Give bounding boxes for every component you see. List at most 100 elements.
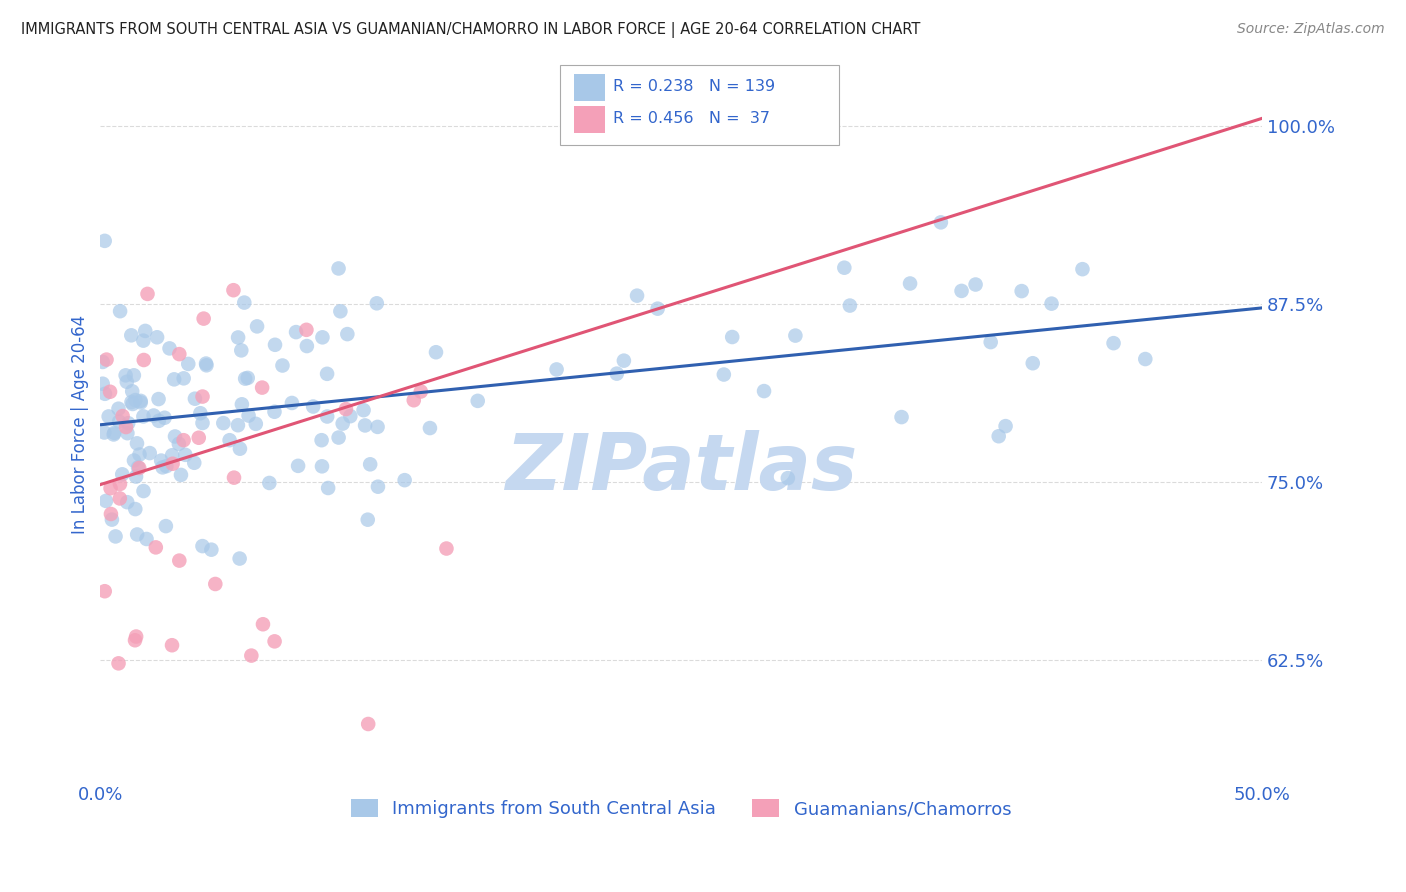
Point [155, 519, 177, 533]
Point [96, 352, 118, 367]
Point [721, 330, 744, 344]
Point [121, 397, 143, 411]
Point [148, 392, 170, 406]
Point [120, 328, 142, 343]
Point [111, 467, 134, 482]
Point [111, 409, 134, 423]
Point [263, 634, 285, 648]
Point [122, 453, 145, 467]
Point [212, 416, 235, 430]
Point [1022, 356, 1045, 370]
Point [136, 286, 159, 301]
Point [195, 357, 218, 371]
Point [146, 330, 169, 344]
Point [436, 541, 458, 556]
Point [332, 417, 354, 431]
Point [353, 403, 375, 417]
Point [713, 368, 735, 382]
Point [271, 359, 294, 373]
Point [132, 484, 155, 499]
Point [367, 420, 389, 434]
Point [100, 481, 122, 495]
Point [195, 359, 218, 373]
Point [252, 617, 274, 632]
Point [231, 397, 253, 411]
Point [240, 648, 263, 663]
Point [127, 460, 149, 475]
Point [357, 513, 380, 527]
Point [263, 405, 285, 419]
Point [546, 362, 568, 376]
Point [134, 324, 156, 338]
Point [132, 353, 155, 368]
Point [173, 433, 195, 447]
Legend: Immigrants from South Central Asia, Guamanians/Chamorros: Immigrants from South Central Asia, Guam… [343, 791, 1019, 825]
Point [218, 434, 240, 448]
Point [115, 375, 138, 389]
Point [174, 448, 197, 462]
Point [107, 657, 129, 671]
Point [177, 357, 200, 371]
Point [246, 319, 269, 334]
Point [259, 475, 281, 490]
Point [163, 372, 186, 386]
Point [108, 415, 131, 429]
Point [1040, 296, 1063, 310]
Point [752, 384, 775, 398]
Point [191, 390, 214, 404]
Point [1135, 352, 1157, 367]
Point [187, 431, 209, 445]
Point [200, 542, 222, 557]
Point [159, 342, 181, 356]
Point [890, 410, 912, 425]
Point [135, 532, 157, 546]
Point [359, 458, 381, 472]
Point [129, 395, 152, 409]
Point [191, 416, 214, 430]
Point [188, 406, 211, 420]
Y-axis label: In Labor Force | Age 20-64: In Labor Force | Age 20-64 [72, 315, 89, 534]
Text: R = 0.238   N = 139: R = 0.238 N = 139 [613, 79, 775, 94]
Point [250, 381, 273, 395]
Point [229, 442, 252, 456]
Point [987, 429, 1010, 443]
Point [233, 295, 256, 310]
Point [162, 457, 184, 471]
Point [104, 529, 127, 543]
Point [125, 469, 148, 483]
Point [127, 527, 149, 541]
Point [101, 513, 124, 527]
Point [613, 353, 636, 368]
Point [191, 539, 214, 553]
Text: Source: ZipAtlas.com: Source: ZipAtlas.com [1237, 22, 1385, 37]
Text: ZIPatlas: ZIPatlas [505, 430, 858, 506]
Point [295, 323, 318, 337]
Point [394, 473, 416, 487]
Point [965, 277, 987, 292]
Point [226, 418, 249, 433]
Point [367, 480, 389, 494]
Point [193, 311, 215, 326]
Point [132, 409, 155, 424]
Point [170, 467, 193, 482]
Point [366, 296, 388, 310]
Point [238, 409, 260, 423]
Point [142, 409, 165, 423]
Point [316, 367, 339, 381]
Point [160, 638, 183, 652]
Point [402, 393, 425, 408]
Point [125, 436, 148, 450]
Point [97, 409, 120, 424]
Point [169, 347, 191, 361]
Point [183, 456, 205, 470]
Point [357, 717, 380, 731]
Point [132, 334, 155, 348]
Text: IMMIGRANTS FROM SOUTH CENTRAL ASIA VS GUAMANIAN/CHAMORRO IN LABOR FORCE | AGE 20: IMMIGRANTS FROM SOUTH CENTRAL ASIA VS GU… [21, 22, 921, 38]
Point [467, 393, 489, 408]
Point [117, 416, 139, 430]
Point [103, 427, 125, 442]
Point [316, 481, 339, 495]
Point [287, 458, 309, 473]
Point [328, 431, 350, 445]
Point [647, 301, 669, 316]
